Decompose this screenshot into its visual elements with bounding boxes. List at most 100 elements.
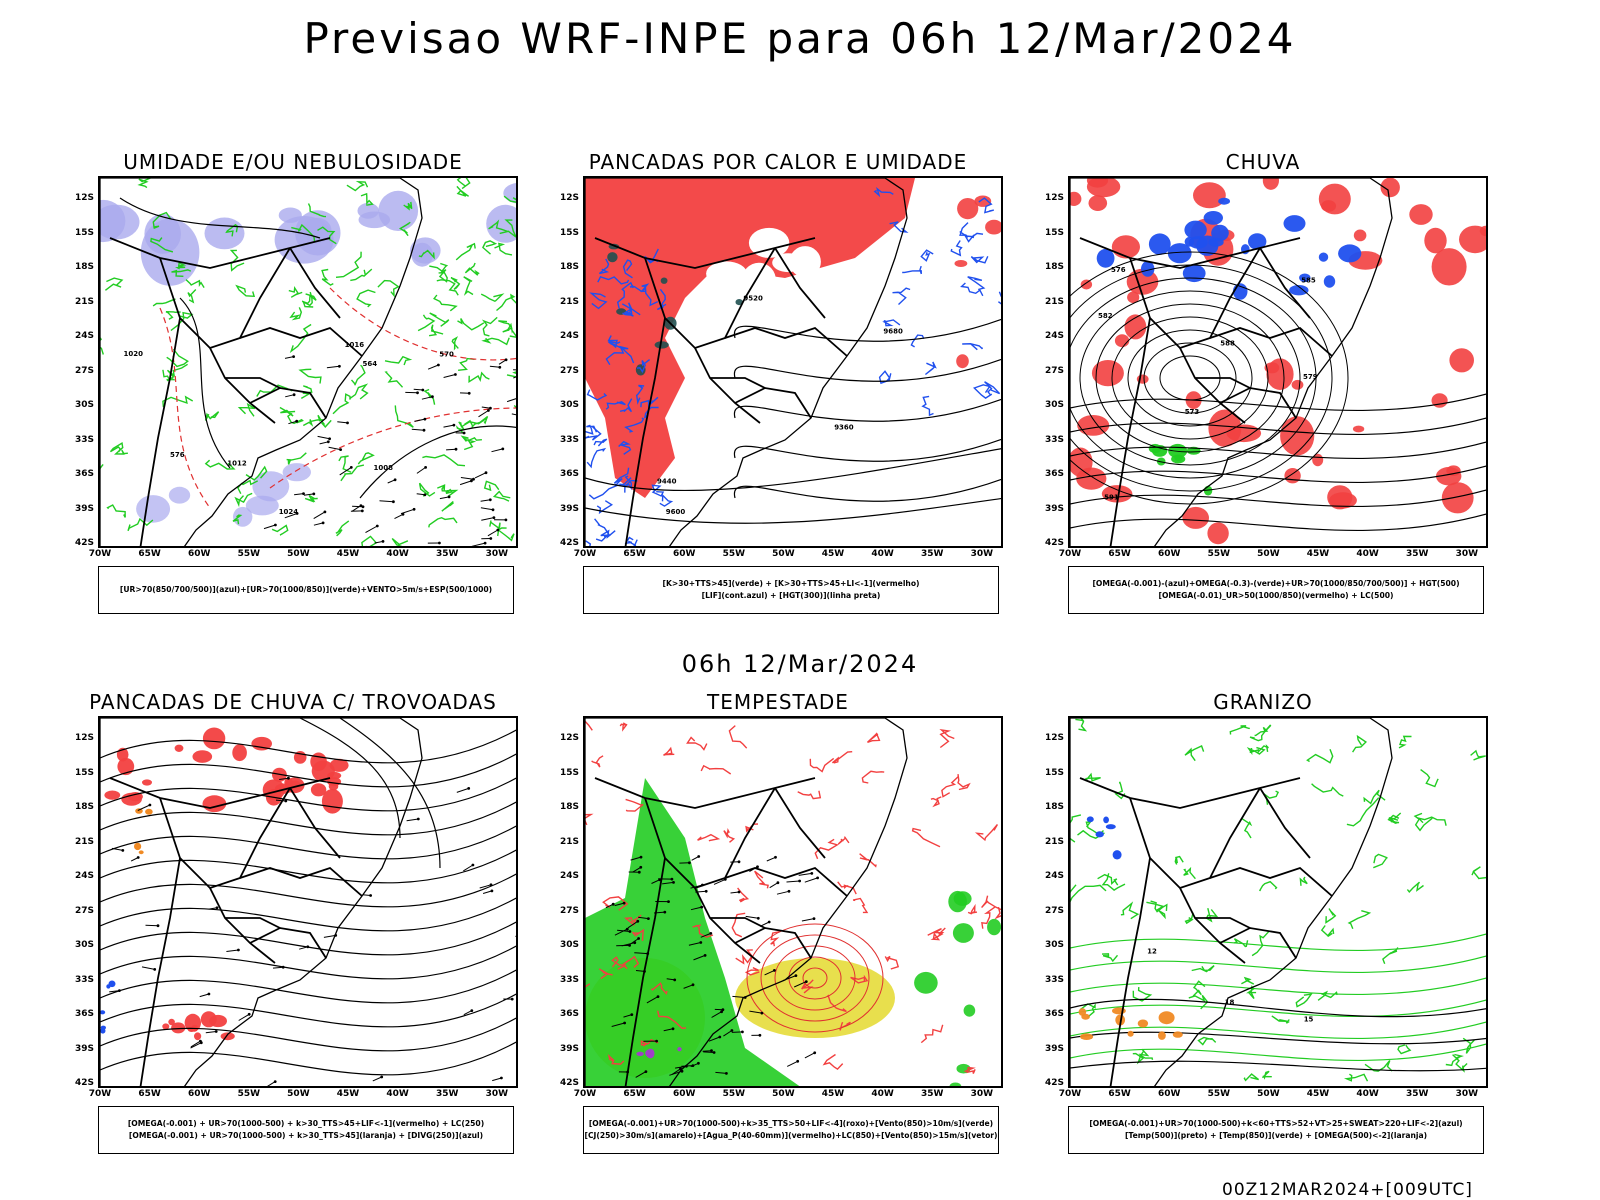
latitude-tick: 33S [1044,434,1064,445]
rain-area [1353,229,1367,242]
humidity-low-contour [418,249,435,260]
precipitable-water-contour [607,1054,625,1065]
wind-vector [379,500,394,503]
precipitable-water-contour [920,1024,944,1044]
legend-line: [UR>70(850/700/500)](azul)+[UR>70(1000/8… [119,585,493,594]
panel-legend: [UR>70(850/700/500)](azul)+[UR>70(1000/8… [98,566,514,614]
wind-vector-head [700,905,704,909]
precipitable-water-contour [686,736,708,751]
streamline [100,753,516,788]
humidity-low-contour [445,488,459,498]
contour-label: 1008 [374,464,394,472]
geopotential-contour [733,398,1001,422]
wind-vector [374,540,384,544]
latitude-tick: 12S [1044,193,1064,203]
wind-vector [471,542,486,546]
state-border [109,777,331,809]
temp-850-contour [1299,876,1308,886]
humidity-low-contour [481,316,498,337]
state-border [1195,917,1251,929]
instability-area [957,198,979,220]
panel-granizo: GRANIZO 12S 15S 18S 21S 24S 27S 30S 33S 36S 39S 42S… [1028,690,1498,1180]
humidity-low-contour [245,465,268,481]
geopotential-contour [1070,465,1486,483]
wind-vector-head [295,512,299,515]
wind-vector [459,480,472,486]
latitude-tick: 24S [559,871,579,881]
latitude-tick: 33S [74,434,94,445]
panel-pancadas-calor: PANCADAS POR CALOR E UMIDADE 12S 15S 18S 21S… [543,150,1013,640]
wind-vector [317,435,330,440]
precipitable-water-contour [831,751,853,764]
wind-vector-head [517,397,518,400]
rain-strong-area [1283,215,1306,232]
rain-area [1459,225,1486,254]
streamline-arrow [275,799,286,802]
humidity-low-contour [235,284,256,298]
latitude-tick: 24S [74,331,94,341]
humidity-low-contour [464,262,480,276]
precipitable-water-contour [591,755,604,768]
temp-850-contour [1462,1037,1475,1054]
lifted-index-contour [873,187,894,198]
wind-vector [489,365,500,368]
lifted-index-contour [593,438,608,447]
wind-vector [776,890,790,895]
latitude-axis: 12S 15S 18S 21S 24S 27S 30S 33S 36S 39S 42S [1028,716,1068,1088]
streamline-arrow-head [470,1009,474,1012]
precipitable-water-contour [602,896,629,911]
isobar [359,425,516,499]
wind-vector-head [810,872,814,875]
temp-850-contour [1363,789,1386,805]
precipitable-water-contour [770,931,780,947]
geopotential-contour [1070,417,1486,435]
coastline [1070,718,1393,1086]
wind-vector [627,920,639,929]
geopotential-contour [1079,290,1301,466]
humidity-low-contour [152,211,172,229]
latitude-tick: 30S [1044,940,1064,950]
wind-vector-head [447,495,451,499]
precipitable-water-contour [927,928,945,938]
streamline-arrow-head [284,799,288,803]
contour-label: 588 [1220,340,1235,348]
humidity-low-contour [166,348,189,368]
wind-vector-head [725,1072,728,1075]
lifted-index-contour [910,334,925,348]
temp-850-contour [1320,925,1335,937]
map-svg: 9680 9600 9520 9440 9360 [585,178,1001,546]
precipitable-water-contour [697,833,721,842]
rain-area [1088,195,1108,211]
latitude-tick: 15S [1044,227,1064,238]
longitude-tick: 35W [435,549,459,559]
wind-vector [413,388,423,391]
precipitable-water-contour [884,955,900,970]
legend-line: [LIF](cont.azul) + [HGT(300)](linha pret… [701,591,881,600]
rain-area [1086,178,1109,188]
latitude-tick: 18S [559,802,579,812]
wind-vector [786,880,800,883]
humidity-low-contour [332,393,351,415]
state-border [724,326,848,357]
wind-vector [421,396,433,400]
wind-vector [478,410,489,418]
streamline [100,849,516,884]
lifted-index-contour [963,232,984,243]
wind-vector [303,493,314,496]
wind-vector-head [655,1039,658,1043]
instability-area [985,219,1001,235]
wind-vector-head [812,917,816,920]
humidity-low-contour [494,242,513,256]
humidity-low-contour [340,464,365,482]
wind-vector [313,522,324,526]
rain-strong-area [1096,248,1115,268]
temp-850-contour [1346,797,1380,827]
legend-line: [CJ(250)>30m/s](amarelo)+[Agua_P(40-60mm… [584,1131,998,1140]
wind-vector-head [501,447,505,451]
streamline-arrow-head [247,1012,251,1016]
streamline-arrow-head [500,1076,503,1080]
wind-vector [711,1011,722,1018]
rain-area [1111,235,1140,259]
wind-vector [516,419,518,420]
geopotential-contour [1095,303,1285,453]
